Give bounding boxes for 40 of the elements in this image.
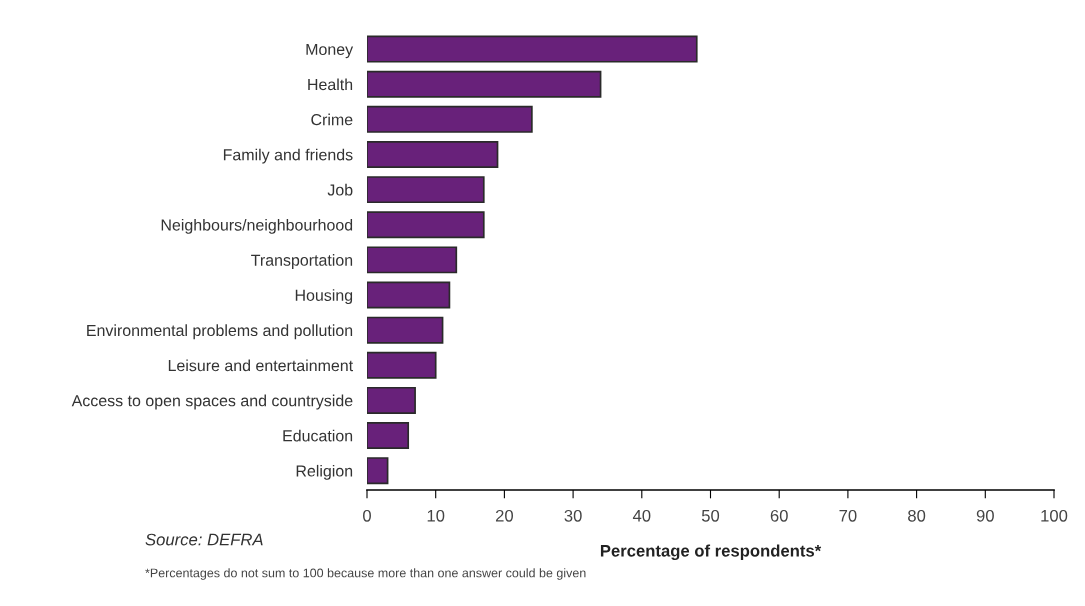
x-tick-label: 40 (632, 509, 651, 522)
y-tick-label: Housing (295, 289, 353, 305)
bar (367, 422, 410, 450)
y-tick-label: Job (327, 183, 353, 196)
x-tick-label: 20 (495, 509, 514, 522)
source-note: Source: DEFRA (145, 533, 263, 546)
y-tick-label: Transportation (251, 254, 353, 269)
x-tick-label: 60 (770, 509, 788, 522)
bar (367, 211, 485, 239)
x-tick-label: 70 (839, 509, 857, 522)
y-tick-label: Neighbours/neighbourhood (161, 218, 353, 234)
x-tick-label: 30 (564, 509, 582, 522)
x-tick-label: 80 (908, 509, 926, 522)
bar (367, 176, 485, 204)
y-tick-label: Access to open spaces and countryside (71, 394, 353, 410)
bar (367, 386, 416, 414)
y-tick-label: Health (308, 78, 353, 91)
bar (367, 105, 533, 133)
bar (367, 316, 444, 344)
y-tick-label: Money (306, 43, 354, 59)
bar (367, 246, 458, 274)
text: *Percentages do not sum to 100 because more than one answer could be given (145, 568, 586, 580)
x-tick-label: 50 (701, 509, 720, 522)
y-tick-label: Religion (296, 464, 353, 480)
x-tick-label: 90 (976, 509, 994, 522)
bar (367, 281, 451, 309)
bar (367, 351, 437, 379)
y-tick-label: Environmental problems and pollution (87, 324, 353, 340)
bar (367, 457, 389, 485)
y-tick-label: Crime (311, 113, 353, 126)
x-tick-label: 0 (363, 509, 371, 522)
bar (367, 70, 602, 98)
x-tick-label: 100 (1041, 509, 1068, 522)
bar (367, 35, 698, 63)
y-tick-label: Education (283, 429, 353, 442)
y-tick-label: Family and friends (223, 148, 353, 164)
y-tick-label: Leisure and entertainment (168, 359, 354, 372)
bar (367, 140, 499, 168)
x-axis-title: Percentage of respondents* (600, 544, 822, 561)
x-tick-label: 10 (427, 509, 445, 522)
